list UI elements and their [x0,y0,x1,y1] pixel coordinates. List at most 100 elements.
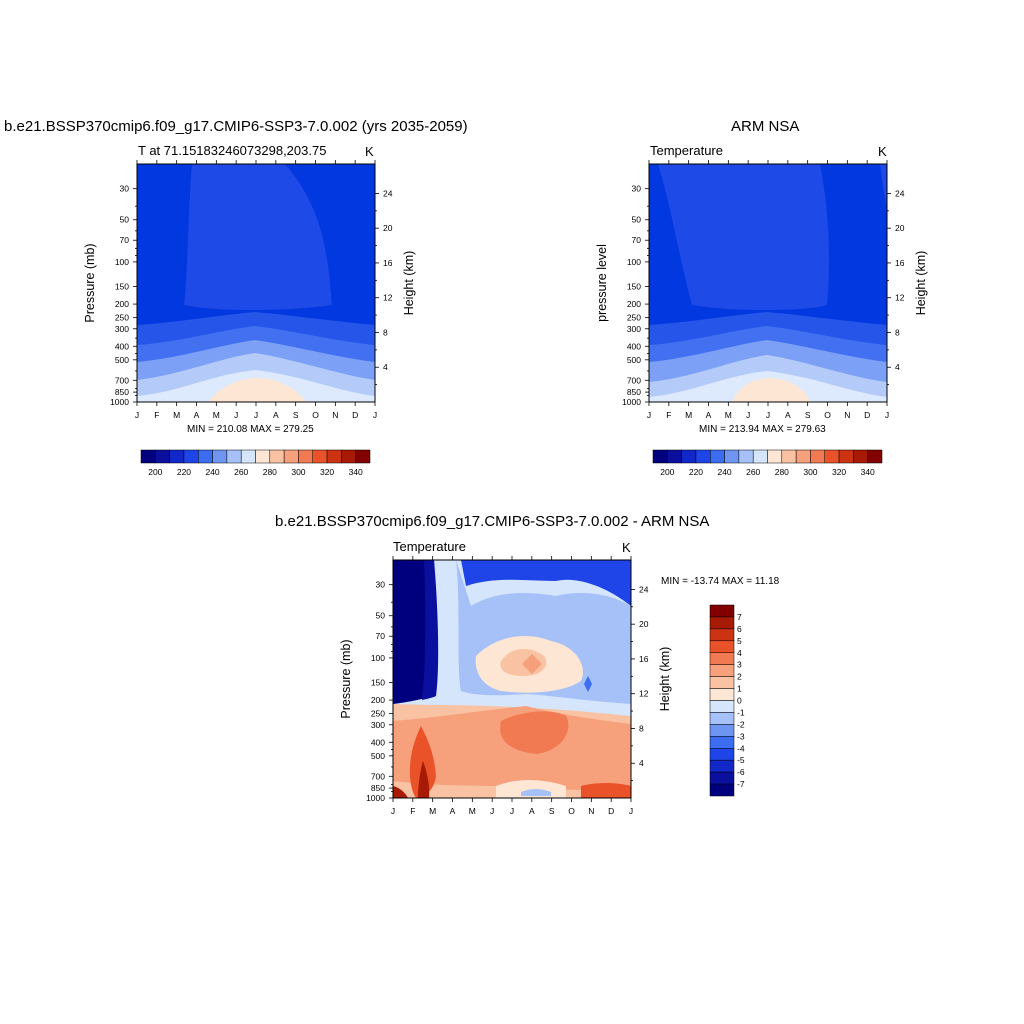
x-tick-label: J [135,410,139,420]
y-right-tick-label: 8 [895,327,900,337]
colorbar-label: 1 [737,684,742,694]
y-tick-label: 200 [115,299,129,309]
y-right-tick-label: 24 [895,188,905,198]
colorbar-swatch [853,449,868,464]
colorbar-swatch [240,449,256,464]
x-tick-label: M [469,806,476,816]
colorbar-swatch [709,712,735,725]
y-right-tick-label: 16 [639,654,649,664]
y-tick-label: 30 [632,184,642,194]
y-tick-label: 700 [627,375,641,385]
colorbar-swatch [341,449,356,464]
panel3-ylabel-right: Height (km) [658,647,672,712]
x-tick-label: J [629,806,633,816]
colorbar-swatch [355,449,371,464]
x-tick-label: A [706,410,712,420]
x-tick-label: O [312,410,319,420]
y-right-tick-label: 12 [639,689,649,699]
colorbar-label: 260 [746,467,760,477]
x-tick-label: J [746,410,750,420]
x-tick-label: O [824,410,831,420]
colorbar-swatch [283,449,299,464]
y-tick-label: 50 [120,215,130,225]
y-right-tick-label: 16 [895,258,905,268]
x-tick-label: O [568,806,575,816]
x-tick-label: J [490,806,494,816]
y-tick-label: 400 [115,341,129,351]
panel1-ylabel-left: Pressure (mb) [83,243,97,322]
colorbar-swatch [667,449,682,464]
x-tick-label: J [766,410,770,420]
colorbar-swatch [326,449,342,464]
y-tick-label: 1000 [366,793,385,803]
colorbar-swatch [183,449,199,464]
x-tick-label: J [254,410,258,420]
colorbar-swatch [709,628,735,642]
colorbar-2: 200 220 240 260 280 300 320 340 [652,449,883,477]
colorbar-swatch [709,748,735,761]
x-tick-label: N [588,806,594,816]
panel3-ylabel-left: Pressure (mb) [339,639,353,718]
x-tick-label: N [332,410,338,420]
y-tick-label: 150 [115,282,129,292]
colorbar-label: -7 [737,779,745,789]
colorbar-swatch [709,736,735,749]
colorbar-swatch [838,449,854,464]
y-tick-label: 150 [371,678,385,688]
y-tick-label: 150 [627,282,641,292]
colorbar-swatch [867,449,883,464]
colorbar-label: 2 [737,672,742,682]
panel2-ylabel-right: Height (km) [914,251,928,316]
panel3-minmax: MIN = -13.74 MAX = 11.18 [661,576,780,587]
colorbar-swatch [724,449,740,464]
y-tick-label: 700 [371,771,385,781]
x-tick-label: S [293,410,299,420]
x-tick-label: D [608,806,614,816]
colorbar-swatch [695,449,711,464]
colorbar-swatch [709,604,735,618]
y-tick-label: 500 [115,355,129,365]
y-tick-label: 400 [627,341,641,351]
colorbar-swatch [255,449,271,464]
colorbar-label: 320 [320,467,334,477]
colorbar-swatch [795,449,811,464]
y-tick-label: 1000 [622,397,641,407]
x-tick-label: J [647,410,651,420]
panel1-ylabel-right: Height (km) [402,251,416,316]
x-tick-label: M [725,410,732,420]
colorbar-label: 340 [349,467,363,477]
colorbar-swatch [226,449,242,464]
colorbar-swatch [810,449,825,464]
panel2-title: ARM NSA [731,118,800,135]
x-tick-label: D [352,410,358,420]
x-tick-label: J [510,806,514,816]
colorbar-label: -6 [737,767,745,777]
colorbar-label: 6 [737,624,742,634]
y-tick-label: 30 [376,580,386,590]
x-tick-label: M [173,410,180,420]
colorbar-swatch [767,449,783,464]
x-tick-label: F [154,410,159,420]
x-tick-label: D [864,410,870,420]
colorbar-swatch [709,652,735,665]
colorbar-label: -1 [737,707,745,717]
colorbar-swatch [824,449,840,464]
colorbar-label: 280 [263,467,277,477]
colorbar-label: 5 [737,636,742,646]
colorbar-swatch [709,700,735,713]
colorbar-swatch [709,759,735,773]
colorbar-label: 220 [689,467,703,477]
colorbar-label: 240 [205,467,219,477]
panel2-left-string: Temperature [650,143,723,158]
y-right-tick-label: 16 [383,258,393,268]
colorbar-label: 240 [717,467,731,477]
x-tick-label: F [410,806,415,816]
x-tick-label: J [234,410,238,420]
colorbar-swatch [710,449,725,464]
colorbar-label: -3 [737,731,745,741]
y-right-tick-label: 4 [895,362,900,372]
panel2-units: K [878,144,887,159]
colorbar-label: -5 [737,755,745,765]
panel3-left-string: Temperature [393,539,466,554]
